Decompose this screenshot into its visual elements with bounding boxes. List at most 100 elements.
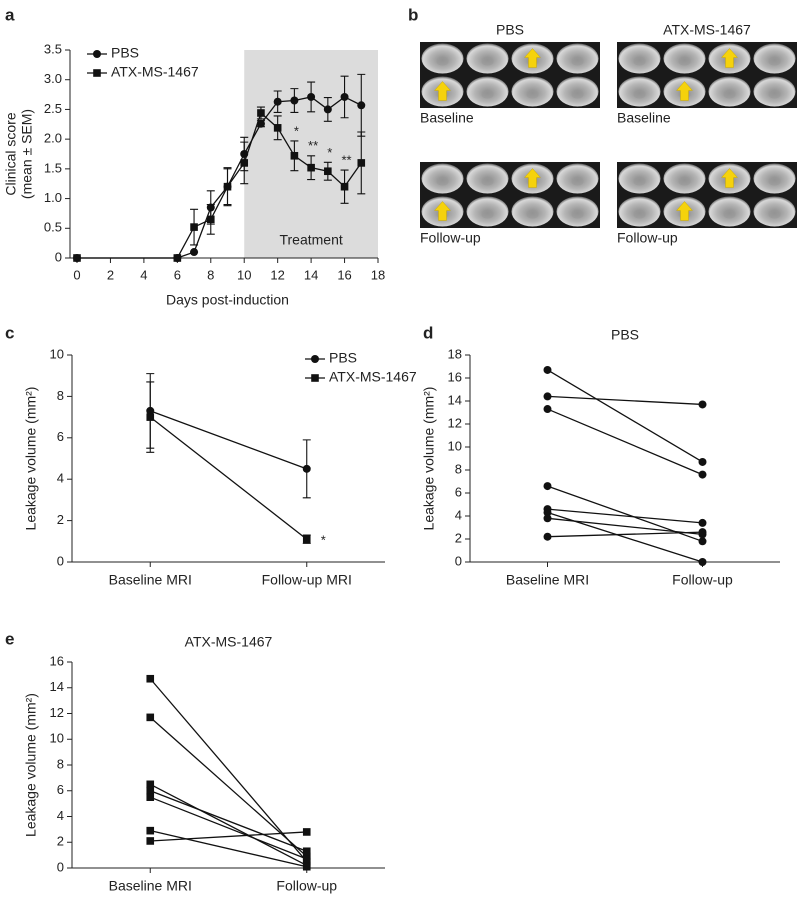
significance: ** — [341, 152, 351, 167]
data-point — [273, 97, 282, 106]
data-point — [302, 535, 311, 544]
pair-line — [547, 395, 703, 406]
significance: * — [321, 533, 326, 548]
y-tick-label: 2 — [455, 530, 462, 545]
data-point — [190, 248, 199, 257]
mri-ventricle — [436, 177, 449, 186]
data-point — [256, 119, 265, 128]
y-tick-label: 1.5 — [44, 160, 62, 175]
arrow — [433, 81, 452, 101]
x-tick-label: Baseline MRI — [109, 572, 192, 588]
shade-label: Treatment — [279, 232, 342, 248]
data-point — [698, 470, 707, 479]
y-tick-label: 10 — [50, 346, 64, 361]
legend-label: PBS — [111, 45, 139, 61]
data-point — [146, 826, 155, 835]
y-tick-label: 10 — [50, 731, 64, 746]
x-tick-label: 2 — [107, 267, 114, 282]
y-tick-label: 16 — [448, 369, 462, 384]
chart-title: ATX-MS-1467 — [185, 634, 273, 650]
arrow — [433, 201, 452, 221]
significance: ** — [308, 138, 318, 153]
data-point — [302, 464, 311, 473]
row-label: Follow-up — [617, 230, 678, 246]
data-point — [357, 159, 366, 167]
data-point — [307, 92, 316, 101]
data-point — [173, 254, 182, 262]
mri-ventricle — [571, 210, 584, 219]
data-point — [240, 159, 249, 167]
y-tick-label: 0 — [55, 249, 62, 264]
data-point — [543, 482, 552, 491]
arrow — [675, 81, 694, 101]
pair-line — [150, 831, 307, 842]
data-point — [543, 405, 552, 414]
mri-ventricle — [481, 90, 494, 99]
data-point — [340, 182, 349, 191]
data-point — [302, 847, 311, 856]
significance: * — [327, 145, 332, 160]
legend-label: PBS — [329, 350, 357, 366]
pair-line — [547, 531, 703, 538]
y-tick-label: 2.0 — [44, 131, 62, 146]
y-axis-title: Leakage volume (mm²) — [23, 693, 39, 837]
y-tick-label: 10 — [448, 438, 462, 453]
data-point — [543, 514, 552, 523]
mri-ventricle — [633, 57, 646, 66]
data-point — [223, 182, 232, 191]
panel-letter: b — [408, 5, 418, 24]
data-point — [324, 167, 332, 176]
mri-ventricle — [633, 210, 646, 219]
pair-line — [150, 790, 307, 852]
x-tick-label: 4 — [140, 267, 147, 282]
data-point — [146, 780, 155, 789]
data-point — [698, 558, 707, 566]
mri-ventricle — [723, 90, 736, 99]
data-point — [698, 457, 707, 466]
y-tick-label: 2 — [57, 834, 64, 849]
arrow — [523, 48, 542, 68]
pair-line — [547, 408, 703, 476]
x-tick-label: Baseline MRI — [109, 878, 192, 894]
data-point — [146, 713, 155, 722]
data-point — [290, 151, 299, 160]
data-point — [146, 413, 155, 421]
legend-label: ATX-MS-1467 — [329, 369, 417, 385]
row-label: Baseline — [420, 110, 474, 126]
y-tick-label: 4 — [57, 471, 64, 486]
data-point — [340, 92, 349, 101]
x-tick-label: Baseline MRI — [506, 572, 589, 588]
legend-marker — [93, 50, 101, 58]
x-tick-label: 8 — [207, 267, 214, 282]
mri-ventricle — [526, 90, 539, 99]
y-tick-label: 4 — [57, 808, 64, 823]
significance: * — [294, 123, 299, 138]
x-tick-label: 14 — [304, 267, 318, 282]
x-axis-title: Days post-induction — [166, 292, 289, 308]
x-tick-label: 18 — [371, 267, 385, 282]
column-title: ATX-MS-1467 — [663, 22, 751, 38]
legend-label: ATX-MS-1467 — [111, 64, 199, 80]
row-label: Baseline — [617, 110, 671, 126]
data-point — [290, 96, 299, 105]
y-tick-label: 18 — [448, 346, 462, 361]
data-point — [302, 828, 311, 836]
y-tick-label: 0.5 — [44, 220, 62, 235]
legend-marker — [311, 374, 319, 382]
data-point — [543, 365, 552, 374]
y-tick-label: 6 — [57, 429, 64, 444]
pair-line — [547, 508, 703, 524]
data-point — [273, 124, 282, 132]
row-label: Follow-up — [420, 230, 481, 246]
series-line — [149, 416, 308, 540]
pair-line — [547, 511, 703, 563]
legend-marker — [311, 355, 319, 363]
mri-ventricle — [571, 57, 584, 66]
chart-title: PBS — [611, 327, 639, 343]
arrow — [523, 168, 542, 188]
pair-line — [149, 678, 308, 862]
data-point — [307, 163, 315, 172]
mri-ventricle — [723, 210, 736, 219]
